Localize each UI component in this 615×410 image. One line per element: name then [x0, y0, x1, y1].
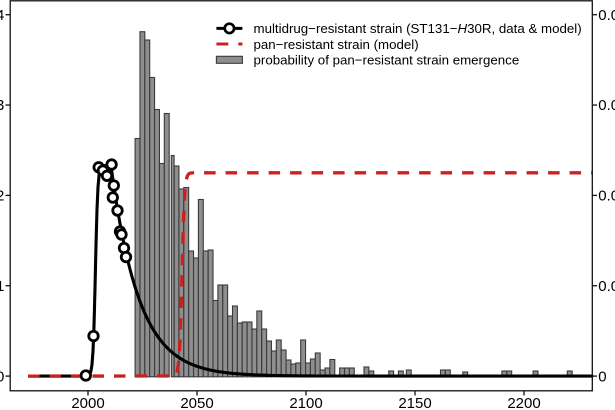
svg-text:2200: 2200 — [507, 395, 540, 410]
svg-text:0.04: 0.04 — [598, 7, 615, 24]
svg-text:3: 3 — [0, 97, 4, 114]
svg-text:2100: 2100 — [289, 395, 322, 410]
svg-text:2: 2 — [0, 188, 4, 205]
svg-text:2000: 2000 — [71, 395, 104, 410]
svg-text:pan−resistant strain (model): pan−resistant strain (model) — [254, 37, 419, 52]
svg-text:0.02: 0.02 — [598, 188, 615, 205]
svg-text:probability of pan−resistant s: probability of pan−resistant strain emer… — [254, 53, 520, 68]
svg-text:0: 0 — [598, 368, 606, 385]
svg-text:2050: 2050 — [180, 395, 213, 410]
svg-text:0: 0 — [0, 368, 4, 385]
svg-text:2150: 2150 — [398, 395, 431, 410]
svg-text:0.03: 0.03 — [598, 97, 615, 114]
svg-text:multidrug−resistant strain (ST: multidrug−resistant strain (ST131−H30R, … — [254, 21, 582, 36]
svg-text:4: 4 — [0, 7, 4, 24]
svg-text:1: 1 — [0, 278, 4, 295]
svg-text:0.01: 0.01 — [598, 278, 615, 295]
